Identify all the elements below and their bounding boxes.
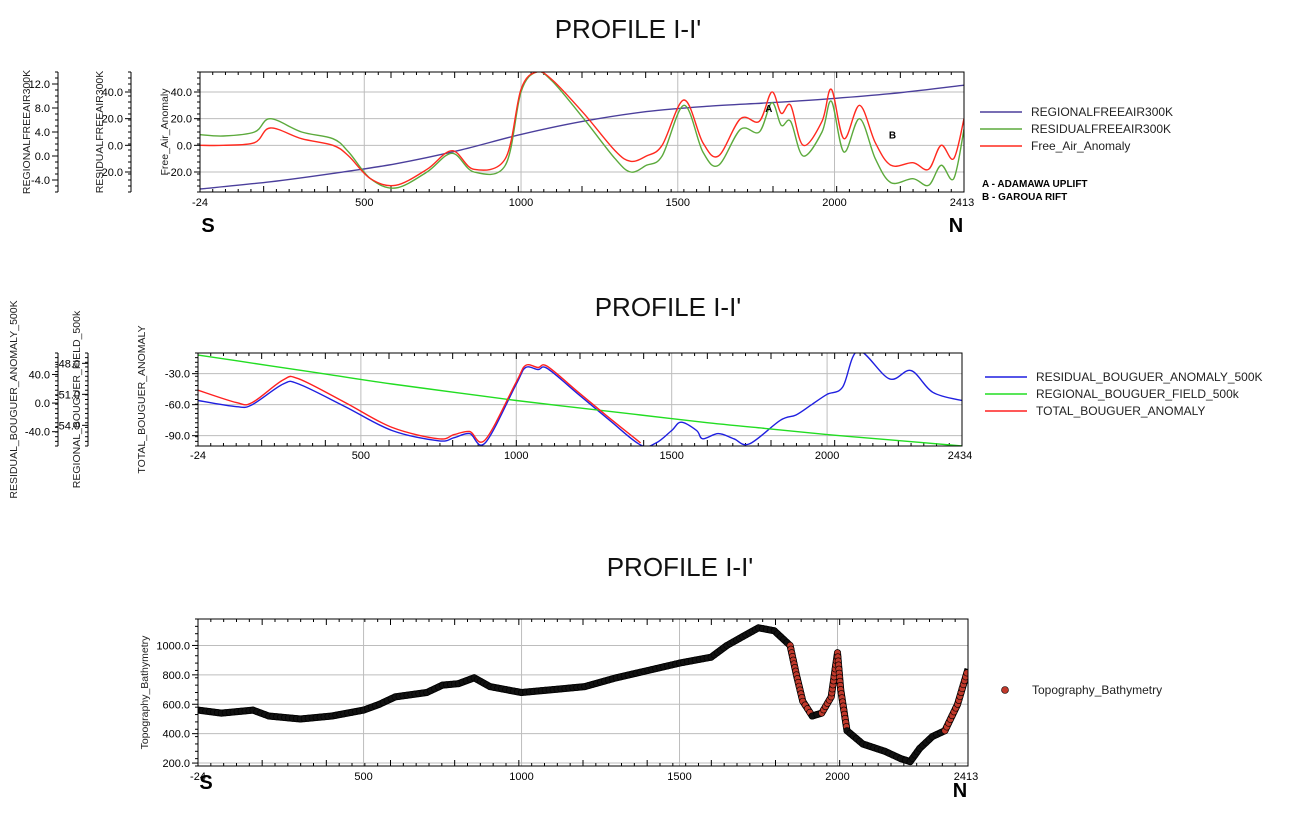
legend: Topography_Bathymetry [1001, 683, 1162, 697]
annotation-label: B [889, 131, 896, 142]
y-tick-label: 1000.0 [156, 640, 190, 652]
legend: REGIONALFREEAIR300K RESIDUALFREEAIR300K Fr… [980, 105, 1173, 153]
series-line [198, 353, 962, 446]
x-tick-label: -24 [190, 450, 206, 462]
plot-frame [197, 352, 963, 447]
y-axis-label: REGIONALFREEAIR300K [21, 70, 33, 194]
y-tick-label: -20.0 [98, 167, 123, 179]
series-line [198, 363, 642, 444]
y-tick-label: 0.0 [108, 140, 123, 152]
legend-entry: REGIONAL_BOUGUER_FIELD_500k [1036, 387, 1240, 401]
y-tick-label: 20.0 [102, 114, 123, 126]
y-tick-label: 12.0 [29, 79, 50, 91]
y-tick-label: 0.0 [35, 151, 50, 163]
series-line [198, 354, 962, 446]
x-tick-label: -24 [190, 771, 206, 783]
y-tick-label: -51.0 [55, 389, 80, 401]
profile-panel-2: PROFILE I-I' -24 500 1000 1500 2000 2434 40.0 0.… [8, 292, 1263, 499]
profile-panel-1: PROFILE I-I' -24 500 1000 1500 2000 2413 12.0 8.… [21, 14, 1173, 237]
x-tick-label: 1000 [509, 771, 533, 783]
y-tick-label: 0.0 [35, 398, 50, 410]
series-layer [200, 72, 964, 190]
plot-frame [199, 71, 965, 193]
y-tick-label: 400.0 [162, 729, 190, 741]
chart-title: PROFILE I-I' [595, 292, 742, 322]
annotation-label: A [765, 104, 772, 115]
y-tick-label: 200.0 [162, 758, 190, 770]
y-tick-label: -54.0 [55, 420, 80, 432]
y-tick-label: 40.0 [171, 87, 192, 99]
legend-marker [1001, 686, 1009, 694]
y-tick-label: 20.0 [171, 114, 192, 126]
y-tick-label: 8.0 [35, 103, 50, 115]
y-tick-label: -90.0 [165, 431, 190, 443]
x-tick-label: 1500 [667, 771, 691, 783]
direction-label-start: S [201, 215, 214, 237]
chart-title: PROFILE I-I' [555, 14, 702, 44]
x-tick-label: 2000 [822, 197, 846, 209]
plot-frame [197, 618, 969, 767]
legend-entry: RESIDUAL_BOUGUER_ANOMALY_500K [1036, 370, 1263, 384]
x-tick-label: 2413 [950, 197, 974, 209]
y-tick-label: -48.0 [55, 358, 80, 370]
x-tick-label: 2000 [815, 450, 839, 462]
plot-area [200, 72, 964, 192]
y-tick-label: 40.0 [102, 87, 123, 99]
x-tick-label: 1500 [659, 450, 683, 462]
y-axis-label: Topography_Bathymetry [139, 635, 151, 750]
x-tick-label: 500 [355, 197, 373, 209]
x-tick-label: 1000 [509, 197, 533, 209]
x-tick-label: 2000 [825, 771, 849, 783]
plot-area [198, 619, 968, 766]
y-axis-label: RESIDUAL_BOUGUER_ANOMALY_500K [8, 300, 20, 498]
y-tick-label: 600.0 [162, 699, 190, 711]
x-tick-label: 2434 [948, 450, 972, 462]
x-tick-label: 500 [354, 771, 372, 783]
y-tick-label: 0.0 [177, 140, 192, 152]
y-axis-label: RESIDUALFREEAIR300K [94, 71, 106, 194]
legend: RESIDUAL_BOUGUER_ANOMALY_500K REGIONAL_BO… [985, 370, 1263, 418]
note-text: A - ADAMAWA UPLIFT [982, 179, 1088, 190]
data-point [963, 669, 968, 677]
series-layer [198, 624, 968, 766]
legend-entry: RESIDUALFREEAIR300K [1031, 122, 1171, 136]
direction-label-end: N [949, 215, 963, 237]
legend-entry: Topography_Bathymetry [1032, 683, 1162, 697]
y-tick-label: -20.0 [167, 167, 192, 179]
x-tick-label: 500 [352, 450, 370, 462]
series-layer [198, 353, 962, 446]
y-tick-label: 800.0 [162, 670, 190, 682]
legend-entry: Free_Air_Anomaly [1031, 139, 1130, 153]
y-axis-label: Free_Air_Anomaly [159, 88, 171, 176]
series-line [200, 72, 964, 187]
legend-entry: TOTAL_BOUGUER_ANOMALY [1036, 404, 1205, 418]
direction-label-end: N [953, 780, 967, 802]
x-tick-label: 1500 [666, 197, 690, 209]
direction-label-start: S [199, 772, 212, 794]
x-tick-label: 1000 [504, 450, 528, 462]
y-tick-label: -40.0 [25, 427, 50, 439]
y-tick-label: -30.0 [165, 369, 190, 381]
legend-entry: REGIONALFREEAIR300K [1031, 105, 1173, 119]
note-text: B - GAROUA RIFT [982, 192, 1067, 203]
y-tick-label: 40.0 [29, 369, 50, 381]
y-tick-label: -4.0 [31, 175, 50, 187]
x-tick-label: 2413 [954, 771, 978, 783]
x-tick-label: -24 [192, 197, 208, 209]
y-tick-label: 4.0 [35, 127, 50, 139]
chart-title: PROFILE I-I' [607, 552, 754, 582]
y-tick-label: -60.0 [165, 400, 190, 412]
y-axis-label: TOTAL_BOUGUER_ANOMALY [136, 325, 148, 473]
y-axis-label: REGIONAL_BOUGUER_FIELD_500k [71, 310, 83, 488]
profile-panel-3: PROFILE I-I' -24 500 1000 1500 2000 2413 1000.0… [139, 552, 1162, 802]
plot-area [198, 353, 962, 446]
